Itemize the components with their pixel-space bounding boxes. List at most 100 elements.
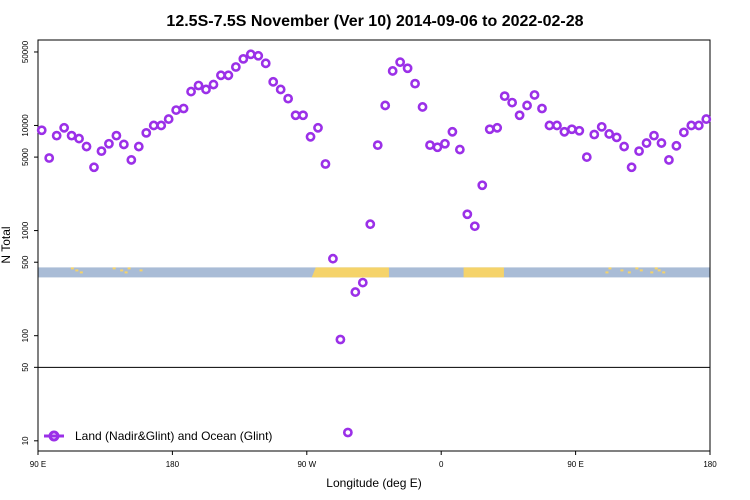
data-point xyxy=(44,153,55,163)
data-point xyxy=(81,141,92,152)
data-point xyxy=(619,141,630,152)
island-speck xyxy=(79,271,83,274)
data-point xyxy=(552,120,562,131)
data-point xyxy=(626,162,637,173)
data-point xyxy=(320,159,331,169)
data-point xyxy=(260,58,271,69)
y-axis-label: N Total xyxy=(0,226,13,263)
data-point xyxy=(230,62,241,72)
data-point xyxy=(492,122,503,133)
island-speck xyxy=(112,267,116,270)
data-point xyxy=(611,132,622,143)
data-point xyxy=(574,125,585,136)
data-point xyxy=(171,105,182,115)
data-point xyxy=(96,146,107,157)
data-point xyxy=(141,127,152,138)
data-point xyxy=(118,139,129,150)
island-speck xyxy=(124,271,128,274)
land-block xyxy=(463,267,504,278)
data-point xyxy=(522,100,532,111)
data-point xyxy=(678,127,689,138)
data-point xyxy=(193,80,204,91)
data-points xyxy=(36,49,712,438)
data-point xyxy=(328,253,338,264)
data-point xyxy=(544,120,555,131)
island-speck xyxy=(627,271,631,274)
island-speck xyxy=(70,267,74,270)
data-point xyxy=(417,102,428,112)
data-point xyxy=(156,120,167,131)
x-tick-label: 90 E xyxy=(30,460,46,469)
island-speck xyxy=(635,267,639,270)
data-point xyxy=(298,110,308,121)
data-point xyxy=(484,124,495,135)
data-point xyxy=(36,125,47,136)
island-speck xyxy=(75,269,79,272)
legend-entry: Land (Nadir&Glint) and Ocean (Glint) xyxy=(75,429,272,443)
y-tick-label: 50000 xyxy=(21,40,30,63)
data-point xyxy=(425,140,435,151)
island-speck xyxy=(639,269,643,272)
data-point xyxy=(641,138,652,148)
y-tick-label: 500 xyxy=(21,255,30,269)
data-point xyxy=(671,140,682,151)
y-tick-label: 5000 xyxy=(21,148,30,166)
land-edge xyxy=(311,267,318,278)
data-point xyxy=(216,70,226,81)
data-point xyxy=(537,103,547,114)
x-tick-label: 0 xyxy=(439,460,444,469)
data-point xyxy=(589,129,600,140)
data-point xyxy=(148,120,159,131)
data-point xyxy=(559,126,570,137)
legend-marker xyxy=(48,430,60,442)
data-point xyxy=(357,277,368,288)
data-point xyxy=(163,114,174,124)
data-point xyxy=(454,144,465,155)
data-point xyxy=(186,86,196,97)
data-point xyxy=(693,120,704,131)
x-axis: 90 E 180 90 W 0 90 E 180 xyxy=(30,451,717,469)
data-point xyxy=(596,121,607,132)
data-point xyxy=(253,50,264,61)
data-point xyxy=(395,57,406,68)
data-point xyxy=(634,146,644,157)
y-tick-label: 10000 xyxy=(21,114,30,137)
y-tick-label: 50 xyxy=(21,362,30,371)
island-speck xyxy=(605,271,609,274)
x-tick-label: 180 xyxy=(703,460,717,469)
data-point xyxy=(245,49,256,60)
data-point xyxy=(178,103,189,114)
data-point xyxy=(529,90,540,100)
data-point xyxy=(581,152,592,162)
data-point xyxy=(66,130,77,141)
data-point xyxy=(290,110,301,121)
data-point xyxy=(126,155,137,165)
data-point xyxy=(432,142,443,153)
y-axis: 10 50 100 500 1000 5000 10000 50000 xyxy=(21,40,38,445)
data-point xyxy=(440,138,450,149)
island-speck xyxy=(127,267,131,270)
data-point xyxy=(664,155,674,165)
data-point xyxy=(462,209,473,220)
data-point xyxy=(74,133,84,144)
data-point xyxy=(350,287,361,297)
data-point xyxy=(387,66,398,76)
data-point xyxy=(238,53,249,64)
data-point xyxy=(372,140,383,151)
data-point xyxy=(111,130,122,141)
data-point xyxy=(59,122,70,133)
island-speck xyxy=(657,269,661,272)
data-point xyxy=(380,100,391,111)
island-speck xyxy=(139,269,143,272)
data-point xyxy=(133,141,144,152)
data-point xyxy=(656,138,667,148)
y-tick-label: 10 xyxy=(21,436,30,445)
x-tick-label: 90 E xyxy=(567,460,583,469)
x-axis-label: Longitude (deg E) xyxy=(326,476,421,490)
data-point xyxy=(402,63,413,74)
data-point xyxy=(305,131,316,142)
data-point xyxy=(223,70,234,81)
data-point xyxy=(275,84,286,95)
